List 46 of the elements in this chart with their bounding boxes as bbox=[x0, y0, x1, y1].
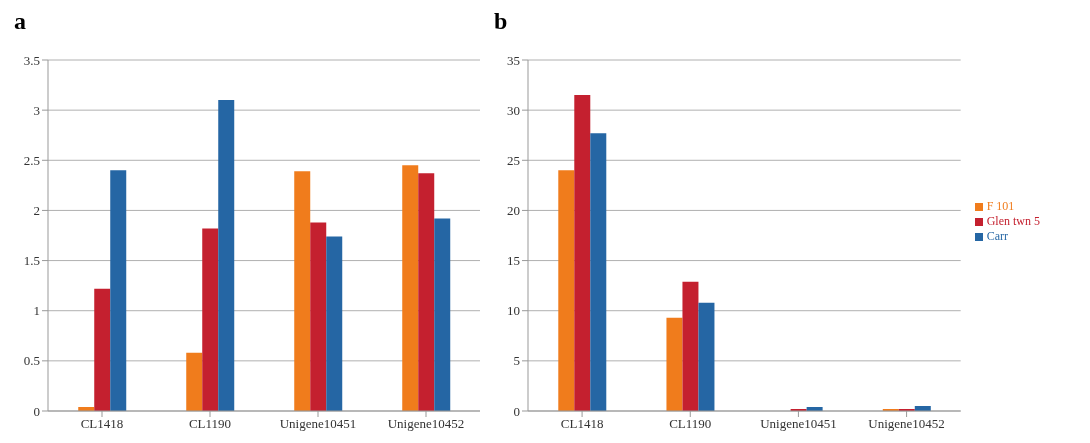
y-tick-label: 3 bbox=[33, 102, 40, 118]
x-tick-label: CL1190 bbox=[669, 416, 712, 432]
y-tick-label: 0 bbox=[33, 403, 40, 419]
y-tick-label: 2 bbox=[33, 203, 40, 219]
bar bbox=[110, 170, 127, 411]
bar bbox=[402, 165, 419, 411]
bar bbox=[574, 95, 591, 411]
bar bbox=[434, 218, 451, 411]
legend-label: F 101 bbox=[986, 199, 1015, 213]
y-tick-label: 15 bbox=[507, 253, 520, 269]
bar bbox=[94, 288, 111, 411]
y-tick-label: 5 bbox=[513, 353, 520, 369]
y-tick-label: 0 bbox=[513, 403, 520, 419]
y-tick-label: 25 bbox=[507, 152, 520, 168]
x-tick-label: Unigene10451 bbox=[760, 416, 837, 432]
legend-label: Carr bbox=[986, 229, 1008, 243]
bar bbox=[186, 352, 203, 411]
y-tick-label: 30 bbox=[507, 102, 520, 118]
bar bbox=[666, 317, 683, 411]
bar bbox=[682, 281, 699, 411]
y-tick-label: 1.5 bbox=[23, 253, 40, 269]
y-tick-label: 1 bbox=[33, 303, 40, 319]
x-tick-label: Unigene10452 bbox=[868, 416, 945, 432]
x-tick-label: Unigene10451 bbox=[279, 416, 357, 432]
y-tick-label: 0.5 bbox=[23, 353, 40, 369]
chart-title: b bbox=[494, 8, 508, 35]
x-tick-label: CL1418 bbox=[80, 416, 124, 432]
bar bbox=[294, 171, 311, 411]
bar bbox=[698, 302, 715, 411]
bar bbox=[202, 228, 219, 411]
x-tick-label: Unigene10452 bbox=[387, 416, 465, 432]
y-tick-label: 35 bbox=[507, 52, 520, 68]
bar bbox=[418, 173, 435, 411]
x-tick-label: CL1190 bbox=[188, 416, 232, 432]
legend-label: Glen twn 5 bbox=[986, 214, 1040, 228]
bar bbox=[558, 170, 575, 411]
y-tick-label: 10 bbox=[507, 303, 520, 319]
y-tick-label: 20 bbox=[507, 203, 520, 219]
y-tick-label: 2.5 bbox=[23, 152, 40, 168]
bar bbox=[326, 236, 343, 411]
bar bbox=[218, 100, 235, 411]
y-tick-label: 3.5 bbox=[23, 52, 40, 68]
chart-title: a bbox=[14, 8, 26, 35]
x-tick-label: CL1418 bbox=[560, 416, 604, 432]
bar bbox=[310, 222, 327, 411]
bar bbox=[590, 133, 607, 411]
